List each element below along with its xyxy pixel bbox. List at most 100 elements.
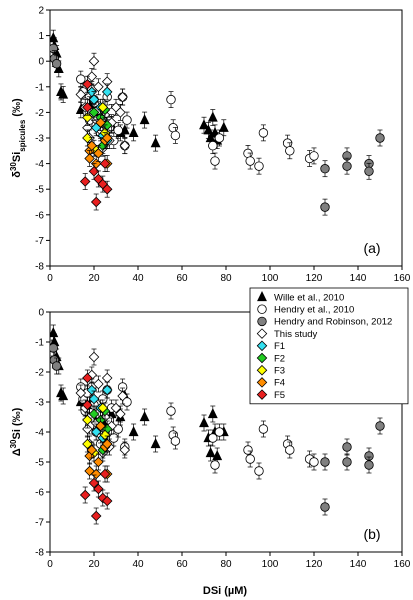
legend-marker xyxy=(256,352,268,364)
data-point xyxy=(285,445,295,455)
legend-marker xyxy=(257,304,267,314)
data-point xyxy=(170,130,181,141)
series-f3 xyxy=(82,399,111,462)
panel-label: (b) xyxy=(363,526,380,542)
y-tick-label: -5 xyxy=(35,458,44,469)
y-tick-label: -1 xyxy=(35,338,44,349)
x-tick-label: 140 xyxy=(350,273,367,284)
series-f5 xyxy=(79,75,113,211)
legend-entry: F3 xyxy=(256,364,285,377)
data-point xyxy=(342,457,352,467)
data-point xyxy=(254,161,264,171)
data-point xyxy=(207,111,218,122)
x-tick-label: 60 xyxy=(176,273,188,284)
data-point xyxy=(320,502,330,512)
legend-label: F3 xyxy=(274,366,285,377)
data-point xyxy=(254,466,264,476)
series-hendry-and-robinson-2012 xyxy=(50,339,385,516)
data-point xyxy=(199,119,209,130)
data-point xyxy=(101,183,113,195)
legend-entry: F4 xyxy=(256,377,285,389)
data-point xyxy=(99,468,111,480)
data-point xyxy=(86,140,98,151)
data-point xyxy=(82,78,93,90)
panel-a: 0 20 40 60 80 100 120 140 160 -8 -7 -6 -5 -4 -3 -2 -1 0 1 2… xyxy=(9,6,411,285)
data-point xyxy=(58,88,69,99)
data-point xyxy=(207,407,218,419)
data-point xyxy=(88,55,100,67)
data-point xyxy=(166,406,176,416)
data-point xyxy=(115,107,126,118)
legend-entry: F5 xyxy=(256,389,285,401)
data-point xyxy=(97,102,109,113)
data-point xyxy=(79,489,91,501)
data-point xyxy=(84,465,95,477)
data-point xyxy=(75,387,87,399)
legend-entry: This study xyxy=(256,328,318,340)
data-point xyxy=(93,483,104,495)
data-point xyxy=(93,378,104,390)
x-tick-label: 20 xyxy=(88,559,100,570)
data-point xyxy=(218,121,229,132)
data-point xyxy=(76,74,86,84)
legend-marker xyxy=(257,316,267,327)
data-point xyxy=(82,102,93,113)
y-axis: -8 -7 -6 -5 -4 -3 -2 -1 0 1 2 xyxy=(35,6,50,273)
data-point xyxy=(51,361,62,371)
y-tick-label: -6 xyxy=(35,488,44,499)
legend-entry: Hendry et al., 2010 xyxy=(257,304,354,316)
x-axis: 0 20 40 60 80 100 120 140 160 xyxy=(47,266,411,284)
data-point xyxy=(88,408,100,420)
legend-label: This study xyxy=(274,329,318,340)
x-tick-label: 160 xyxy=(394,559,411,570)
y-tick-label: 1 xyxy=(38,31,44,42)
legend-marker xyxy=(257,290,267,302)
legend-label: F4 xyxy=(274,378,285,389)
data-points xyxy=(50,29,385,216)
series-wille-et-al-2010 xyxy=(50,29,229,152)
data-point xyxy=(75,89,87,100)
x-tick-label: 0 xyxy=(47,273,53,284)
legend-label: Hendry and Robinson, 2012 xyxy=(274,317,392,328)
data-point xyxy=(258,424,269,434)
legend-label: Hendry et al., 2010 xyxy=(274,305,354,316)
x-tick-label: 40 xyxy=(132,273,144,284)
y-tick-label: -2 xyxy=(35,368,44,379)
data-point xyxy=(117,91,128,103)
data-point xyxy=(258,128,269,138)
legend-box xyxy=(249,287,409,405)
data-point xyxy=(199,416,209,428)
data-point xyxy=(101,438,113,450)
x-tick-label: 100 xyxy=(262,559,279,570)
data-point xyxy=(84,153,95,164)
data-point xyxy=(113,125,123,136)
data-point xyxy=(88,166,100,177)
legend-marker xyxy=(256,364,268,376)
data-point xyxy=(128,126,139,137)
legend: Wille et al., 2010 Hendry et al., 2010Hen… xyxy=(249,287,409,405)
data-point xyxy=(214,427,225,437)
data-point xyxy=(342,442,352,452)
y-tick-label: -8 xyxy=(35,262,44,273)
legend-marker xyxy=(256,328,268,339)
x-tick-label: 60 xyxy=(176,559,188,570)
data-point xyxy=(97,402,109,414)
data-point xyxy=(79,176,91,187)
y-tick-label: -2 xyxy=(35,108,44,119)
y-tick-label: 0 xyxy=(38,308,44,319)
data-point xyxy=(119,444,131,456)
data-point xyxy=(139,410,150,422)
y-tick-label: -6 xyxy=(35,210,44,221)
data-point xyxy=(93,148,104,159)
data-point xyxy=(58,389,69,401)
data-point xyxy=(101,372,113,384)
data-point xyxy=(150,437,161,449)
data-point xyxy=(320,202,330,212)
data-point xyxy=(245,156,255,166)
data-point xyxy=(82,399,93,411)
x-tick-label: 80 xyxy=(220,273,232,284)
legend-marker xyxy=(256,389,268,400)
data-point xyxy=(210,156,220,166)
data-point xyxy=(309,151,319,161)
